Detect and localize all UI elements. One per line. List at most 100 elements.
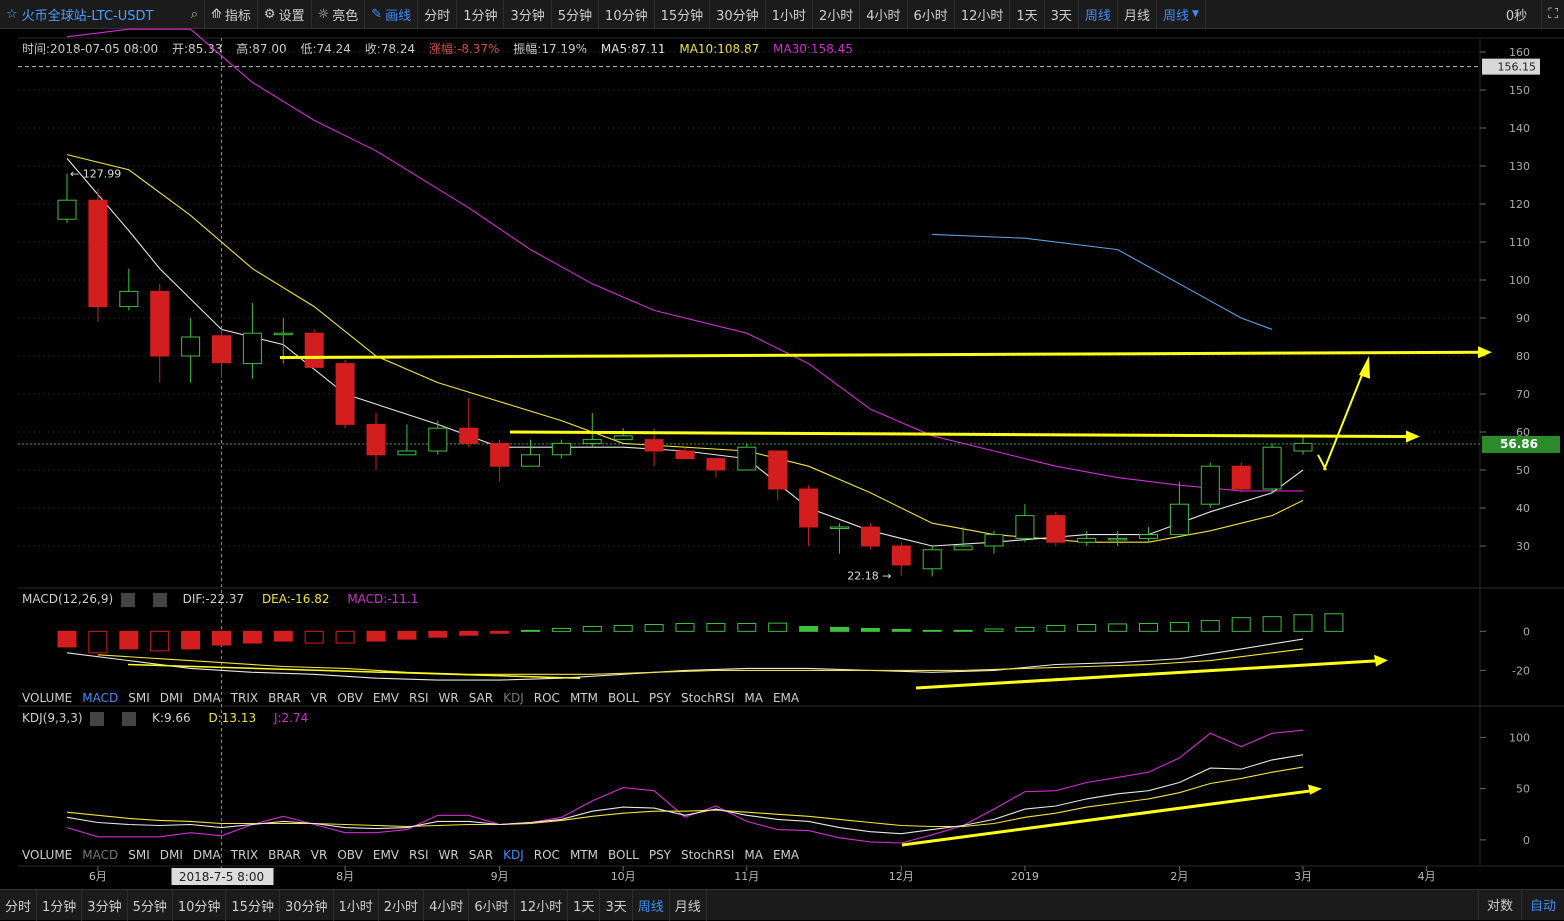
indicator-tab-trix[interactable]: TRIX [230, 848, 259, 862]
indicator-tab-trix[interactable]: TRIX [230, 691, 259, 705]
indicator-tab-wr[interactable]: WR [438, 691, 459, 705]
period-tab-11[interactable]: 12小时 [955, 0, 1011, 29]
macd-settings-icon[interactable] [120, 592, 135, 607]
indicator-tab-vr[interactable]: VR [310, 848, 328, 862]
period-tab-0[interactable]: 分时 [418, 0, 458, 29]
indicator-tab-mtm[interactable]: MTM [569, 691, 598, 705]
indicator-tab-stochrsi[interactable]: StochRSI [681, 848, 735, 862]
settings-button[interactable]: ⚙ 设置 [258, 0, 312, 29]
bottom-period-tab-4[interactable]: 10分钟 [173, 889, 227, 921]
period-tab-4[interactable]: 10分钟 [599, 0, 655, 29]
chart-canvas[interactable]: 30 40 50 60 70 80 90 100 110 120 130 140 150 160 156.1… [0, 0, 1564, 889]
indicator-tab-rsi[interactable]: RSI [409, 848, 429, 862]
bottom-period-tab-14[interactable]: 周线 [633, 889, 670, 921]
theme-button[interactable]: ☼ 亮色 [312, 0, 366, 29]
indicator-tab-sar[interactable]: SAR [468, 691, 494, 705]
indicator-tab-volume[interactable]: VOLUME [22, 848, 73, 862]
bottom-period-tab-0[interactable]: 分时 [0, 889, 38, 921]
indicator-tab-obv[interactable]: OBV [337, 691, 363, 705]
fullscreen-button[interactable]: ⛶ [1541, 0, 1564, 29]
period-dropdown[interactable]: 周线 ▼ [1157, 0, 1206, 29]
indicator-tab-kdj[interactable]: KDJ [503, 848, 524, 862]
bottom-period-tab-10[interactable]: 6小时 [469, 889, 515, 921]
indicator-tab-macd[interactable]: MACD [82, 848, 119, 862]
period-tab-2[interactable]: 3分钟 [504, 0, 552, 29]
indicator-tab-macd[interactable]: MACD [82, 691, 119, 705]
indicator-tab-roc[interactable]: ROC [533, 848, 560, 862]
indicator-tab-rsi[interactable]: RSI [409, 691, 429, 705]
indicator-tab-ema[interactable]: EMA [772, 691, 800, 705]
indicator-tab-ma[interactable]: MA [744, 848, 763, 862]
indicator-tab-ma[interactable]: MA [744, 691, 763, 705]
indicator-tab-smi[interactable]: SMI [128, 691, 150, 705]
indicator-tab-sar[interactable]: SAR [468, 848, 494, 862]
indicator-tab-emv[interactable]: EMV [372, 848, 400, 862]
period-tab-5[interactable]: 15分钟 [655, 0, 711, 29]
bottom-period-tab-6[interactable]: 30分钟 [280, 889, 334, 921]
period-tab-8[interactable]: 2小时 [813, 0, 861, 29]
period-tab-14[interactable]: 周线 [1079, 0, 1118, 29]
period-tab-3[interactable]: 5分钟 [552, 0, 600, 29]
kdj-close-icon[interactable] [122, 711, 137, 726]
bottom-period-tab-3[interactable]: 5分钟 [128, 889, 173, 921]
indicator-button[interactable]: ⟰ 指标 [205, 0, 258, 29]
bottom-period-tab-2[interactable]: 3分钟 [82, 889, 128, 921]
kdj-j-line [66, 729, 1304, 844]
bottom-period-tab-13[interactable]: 3天 [600, 889, 633, 921]
bottom-period-tab-12[interactable]: 1天 [568, 889, 601, 921]
candle-down [860, 526, 880, 547]
indicator-tab-dma[interactable]: DMA [192, 691, 221, 705]
indicator-tab-psy[interactable]: PSY [648, 848, 672, 862]
time-tick-label: 12月 [889, 870, 914, 883]
indicator-tab-mtm[interactable]: MTM [569, 848, 598, 862]
macd-histogram-bar [675, 623, 695, 632]
period-tab-7[interactable]: 1小时 [766, 0, 813, 29]
indicator-tab-brar[interactable]: BRAR [268, 691, 301, 705]
period-tab-15[interactable]: 月线 [1118, 0, 1157, 29]
macd-histogram-bar [768, 622, 788, 632]
symbol-name: 火币全球站-LTC-USDT [21, 8, 154, 24]
bottom-period-tab-9[interactable]: 4小时 [424, 889, 470, 921]
indicator-tab-boll[interactable]: BOLL [607, 848, 639, 862]
indicator-tab-volume[interactable]: VOLUME [22, 691, 73, 705]
search-icon[interactable]: ⌕ [190, 6, 198, 22]
bottom-period-tab-11[interactable]: 12小时 [515, 889, 569, 921]
macd-histogram-bar [1324, 613, 1344, 632]
bottom-period-tab-1[interactable]: 1分钟 [37, 889, 83, 921]
indicator-tab-psy[interactable]: PSY [648, 691, 672, 705]
period-tab-10[interactable]: 6小时 [908, 0, 955, 29]
indicator-tab-emv[interactable]: EMV [372, 691, 400, 705]
symbol-selector[interactable]: ☆ 火币全球站-LTC-USDT ⌕ [0, 0, 205, 29]
period-tab-12[interactable]: 1天 [1010, 0, 1045, 29]
indicator-tab-roc[interactable]: ROC [533, 691, 560, 705]
period-tab-9[interactable]: 4小时 [860, 0, 908, 29]
indicator-tab-kdj[interactable]: KDJ [503, 691, 524, 705]
indicator-tab-dmi[interactable]: DMI [159, 691, 183, 705]
kdj-settings-icon[interactable] [90, 711, 105, 726]
indicator-tab-smi[interactable]: SMI [128, 848, 150, 862]
indicator-tab-wr[interactable]: WR [438, 848, 459, 862]
indicator-tab-dma[interactable]: DMA [192, 848, 221, 862]
scale-button-1[interactable]: 自动 [1520, 889, 1564, 920]
macd-close-icon[interactable] [152, 592, 167, 607]
indicator-tab-obv[interactable]: OBV [337, 848, 363, 862]
bottom-period-tab-7[interactable]: 1小时 [334, 889, 379, 921]
period-tab-13[interactable]: 3天 [1045, 0, 1079, 29]
indicator-tab-boll[interactable]: BOLL [607, 691, 639, 705]
pencil-icon: ✎ [371, 6, 383, 22]
macd-histogram-bar [582, 625, 602, 632]
indicator-tab-ema[interactable]: EMA [772, 848, 800, 862]
time-tick-label: 9月 [491, 870, 509, 883]
bottom-period-tab-8[interactable]: 2小时 [379, 889, 425, 921]
bottom-period-tab-15[interactable]: 月线 [670, 889, 707, 921]
indicator-tab-vr[interactable]: VR [310, 691, 328, 705]
period-tab-6[interactable]: 30分钟 [710, 0, 766, 29]
indicator-tab-dmi[interactable]: DMI [159, 848, 183, 862]
draw-button[interactable]: ✎ 画线 [365, 0, 419, 29]
bottom-period-tab-5[interactable]: 15分钟 [226, 889, 280, 921]
period-tab-1[interactable]: 1分钟 [457, 0, 505, 29]
star-icon[interactable]: ☆ [6, 6, 18, 22]
scale-button-0[interactable]: 对数 [1477, 889, 1521, 920]
indicator-tab-stochrsi[interactable]: StochRSI [681, 691, 735, 705]
indicator-tab-brar[interactable]: BRAR [268, 848, 301, 862]
